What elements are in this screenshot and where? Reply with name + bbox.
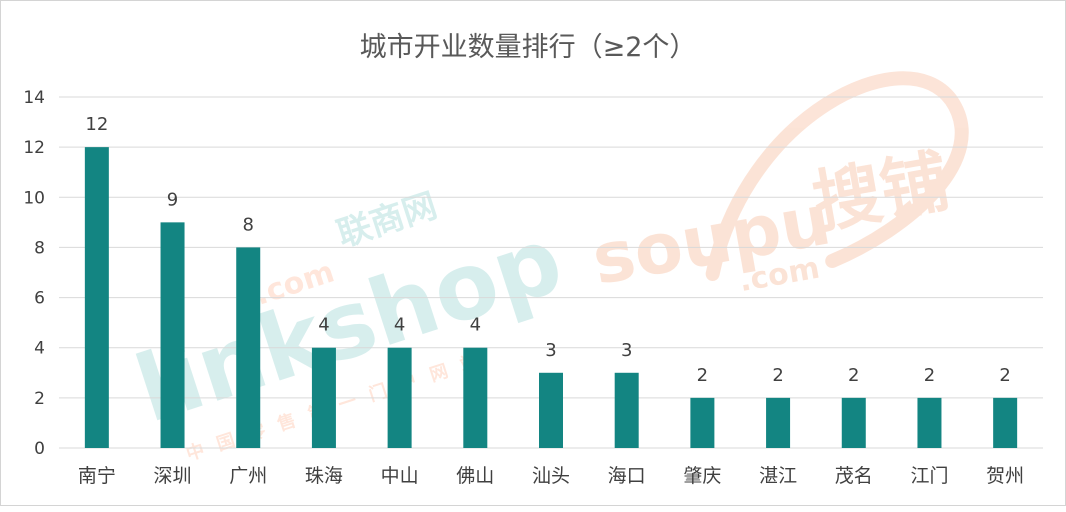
x-category-label: 珠海 bbox=[305, 465, 343, 487]
x-category-label: 湛江 bbox=[759, 465, 797, 487]
x-category-label: 海口 bbox=[608, 465, 646, 487]
bar bbox=[993, 397, 1018, 448]
y-tick-label: 0 bbox=[34, 439, 45, 459]
bar bbox=[84, 147, 109, 448]
bars bbox=[84, 147, 1018, 448]
bar bbox=[766, 397, 791, 448]
data-label: 2 bbox=[924, 365, 935, 386]
data-label: 8 bbox=[243, 214, 254, 235]
y-tick-label: 4 bbox=[34, 339, 45, 359]
y-tick-label: 10 bbox=[23, 188, 45, 208]
x-category-label: 中山 bbox=[381, 465, 419, 487]
bar bbox=[463, 347, 488, 448]
data-label: 12 bbox=[85, 114, 108, 135]
data-label: 4 bbox=[394, 315, 405, 336]
data-label: 3 bbox=[621, 340, 632, 361]
bar bbox=[690, 397, 715, 448]
y-tick-label: 6 bbox=[34, 289, 45, 309]
linkshop-watermark-logo: linkshop .com 联商网 中国零售第一门户网站 bbox=[124, 186, 575, 466]
soupu-watermark-logo: soupu .com 搜铺 bbox=[586, 71, 969, 301]
bar bbox=[614, 372, 639, 448]
data-label: 4 bbox=[470, 315, 481, 336]
y-tick-label: 12 bbox=[23, 138, 45, 158]
bar bbox=[917, 397, 942, 448]
bar bbox=[539, 372, 563, 448]
x-category-label: 贺州 bbox=[986, 465, 1024, 487]
gridlines bbox=[59, 96, 1043, 449]
data-label: 9 bbox=[167, 189, 178, 210]
x-category-label: 佛山 bbox=[456, 465, 494, 487]
x-category-label: 茂名 bbox=[835, 465, 873, 487]
x-category-label: 南宁 bbox=[78, 465, 116, 487]
bar bbox=[841, 397, 866, 448]
bar bbox=[311, 347, 336, 448]
chart-title: 城市开业数量排行（≥2个） bbox=[360, 32, 697, 63]
y-tick-label: 2 bbox=[34, 389, 45, 409]
data-label: 4 bbox=[318, 315, 329, 336]
data-label: 2 bbox=[697, 365, 708, 386]
data-label: 3 bbox=[545, 340, 556, 361]
data-label: 2 bbox=[772, 365, 783, 386]
data-label: 2 bbox=[848, 365, 859, 386]
x-category-label: 深圳 bbox=[154, 465, 192, 487]
watermark-swoosh bbox=[705, 71, 969, 281]
x-axis-categories: 南宁 深圳 广州 珠海 中山 佛山 汕头 海口 肇庆 湛江 茂名 江门 贺州 bbox=[78, 465, 1024, 487]
x-category-label: 汕头 bbox=[532, 465, 570, 487]
x-category-label: 肇庆 bbox=[683, 465, 721, 487]
y-axis-ticks: 0 2 4 6 8 10 12 14 bbox=[23, 88, 45, 459]
bar bbox=[387, 347, 412, 448]
watermark-cn-right: 搜铺 bbox=[807, 142, 955, 243]
data-label: 2 bbox=[999, 365, 1010, 386]
bar bbox=[160, 222, 185, 448]
y-tick-label: 8 bbox=[34, 238, 45, 258]
bar bbox=[236, 247, 261, 448]
x-category-label: 江门 bbox=[910, 465, 948, 487]
data-labels: 12 9 8 4 4 4 3 3 2 2 2 2 2 bbox=[85, 114, 1010, 386]
y-tick-label: 14 bbox=[23, 88, 45, 108]
x-category-label: 广州 bbox=[229, 465, 267, 487]
